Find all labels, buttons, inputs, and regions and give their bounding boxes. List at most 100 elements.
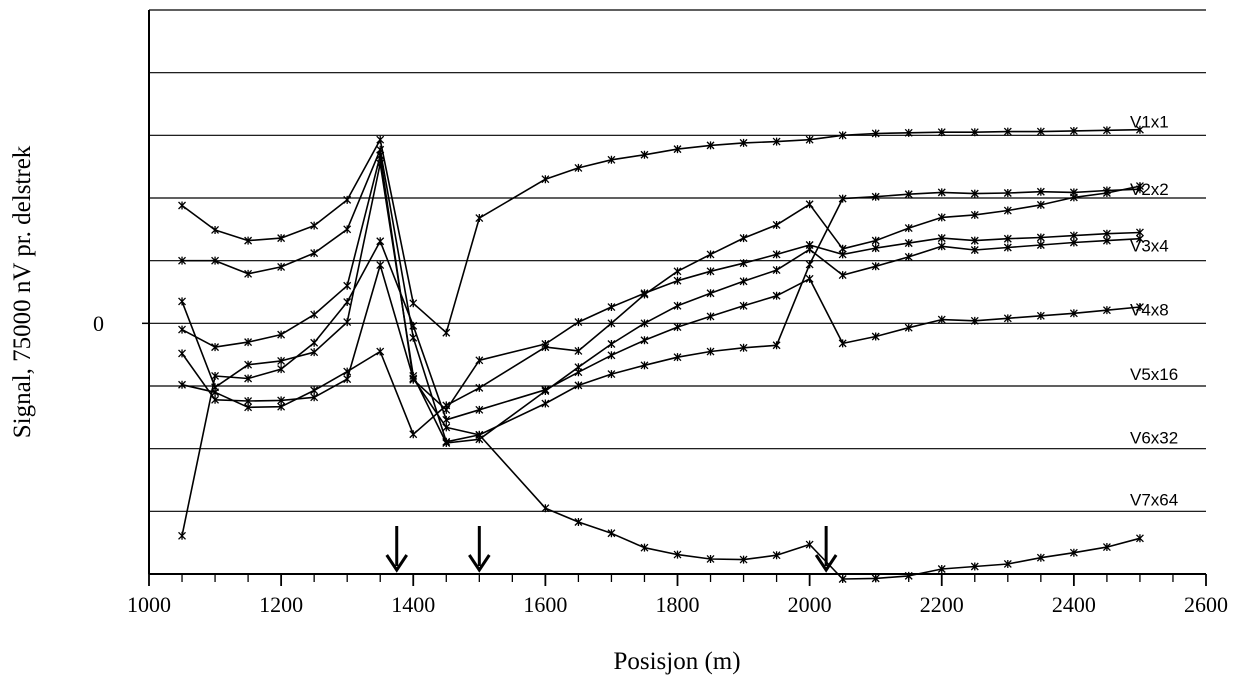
data-point <box>1069 309 1078 318</box>
data-point <box>673 550 682 559</box>
data-point <box>541 399 550 408</box>
data-point <box>475 430 484 439</box>
data-point <box>442 401 451 410</box>
data-point <box>805 200 814 209</box>
data-point <box>838 575 847 584</box>
data-point <box>1036 553 1045 562</box>
data-point <box>409 430 418 439</box>
data-point <box>1069 126 1078 135</box>
series-V6x32 <box>178 182 1144 439</box>
data-point <box>1036 200 1045 209</box>
data-point <box>1036 233 1045 242</box>
data-point <box>1036 311 1045 320</box>
series-line <box>181 128 1140 334</box>
data-point <box>1102 306 1111 315</box>
data-point <box>1003 127 1012 136</box>
y-tick-label-0: 0 <box>93 311 104 336</box>
series-V1x1 <box>178 125 1144 337</box>
series-labels: V1x1 V2x2 V3x4 V4x8 V5x16 V6x32 V7x64 <box>1130 113 1178 510</box>
series-line <box>181 264 1141 580</box>
data-point <box>343 281 352 290</box>
data-point <box>376 347 385 356</box>
data-point <box>1003 559 1012 568</box>
data-point <box>277 356 286 365</box>
series-label: V7x64 <box>1130 490 1178 509</box>
x-tick-label: 1800 <box>656 592 700 617</box>
data-point <box>1135 234 1144 243</box>
data-point <box>1135 303 1144 312</box>
data-point <box>772 250 781 259</box>
data-point <box>904 571 913 580</box>
data-point <box>673 267 682 276</box>
data-point <box>772 266 781 275</box>
data-point <box>805 540 814 549</box>
data-point <box>1102 229 1111 238</box>
data-point <box>673 301 682 310</box>
data-point <box>772 551 781 560</box>
data-point <box>574 318 583 327</box>
data-point <box>970 189 979 198</box>
data-point <box>343 298 352 307</box>
data-point <box>574 517 583 526</box>
data-point <box>475 214 484 223</box>
series-line <box>181 240 1140 536</box>
data-point <box>277 262 286 271</box>
data-point <box>244 236 253 245</box>
data-point <box>871 332 880 341</box>
data-point <box>739 259 748 268</box>
data-point <box>937 128 946 137</box>
data-point <box>706 267 715 276</box>
data-point <box>244 360 253 369</box>
data-point <box>904 128 913 137</box>
data-point <box>376 237 385 246</box>
data-point <box>409 299 418 308</box>
data-point <box>706 554 715 563</box>
data-point <box>904 323 913 332</box>
data-point <box>244 338 253 347</box>
data-point <box>178 297 186 306</box>
data-point <box>904 190 913 199</box>
data-point <box>937 242 946 251</box>
data-point <box>607 340 616 349</box>
data-point <box>1069 193 1078 202</box>
data-point <box>871 129 880 138</box>
data-point <box>970 236 979 245</box>
data-point <box>772 220 781 229</box>
data-point <box>805 274 814 283</box>
series-line <box>181 162 1140 444</box>
data-point <box>805 260 814 269</box>
data-point <box>1003 234 1012 243</box>
data-point <box>640 543 649 552</box>
axes <box>148 10 1206 575</box>
series-V5x16 <box>178 261 1144 584</box>
data-point <box>1102 236 1111 245</box>
data-point <box>178 256 186 265</box>
data-point <box>1003 188 1012 197</box>
data-point <box>871 262 880 271</box>
data-point <box>376 261 385 270</box>
data-point <box>871 236 880 245</box>
down-arrow-icon <box>385 526 408 573</box>
data-point <box>607 155 616 164</box>
data-point <box>838 271 847 280</box>
data-point <box>706 347 715 356</box>
data-point <box>970 246 979 255</box>
data-point <box>1135 534 1144 543</box>
data-point <box>211 256 220 265</box>
data-point <box>277 234 286 243</box>
data-point <box>640 361 649 370</box>
x-tick-label: 2200 <box>920 592 964 617</box>
data-point <box>937 315 946 324</box>
down-arrow-icon <box>468 526 491 573</box>
data-point <box>904 252 913 261</box>
x-tick-label: 2000 <box>788 592 832 617</box>
series-V3x4 <box>178 151 1144 414</box>
x-tick-label: 1400 <box>391 592 435 617</box>
data-point <box>970 316 979 325</box>
data-point <box>1036 127 1045 136</box>
data-point <box>838 194 847 203</box>
data-point <box>277 402 286 411</box>
data-point <box>772 341 781 350</box>
data-point <box>607 370 616 379</box>
